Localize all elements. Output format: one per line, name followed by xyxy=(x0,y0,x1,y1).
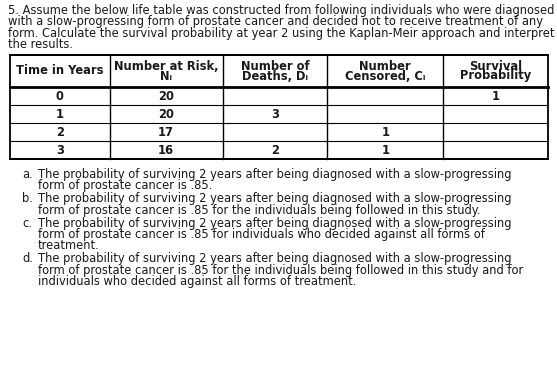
Text: the results.: the results. xyxy=(8,38,73,51)
Text: c.: c. xyxy=(22,217,32,230)
Text: individuals who decided against all forms of treatment.: individuals who decided against all form… xyxy=(38,275,356,288)
Text: 1: 1 xyxy=(56,108,63,121)
Text: form of prostate cancer is .85 for the individuals being followed in this study : form of prostate cancer is .85 for the i… xyxy=(38,263,523,277)
Text: 20: 20 xyxy=(158,90,174,102)
Text: The probability of surviving 2 years after being diagnosed with a slow-progressi: The probability of surviving 2 years aft… xyxy=(38,252,511,265)
Text: Number: Number xyxy=(359,60,411,73)
Text: treatment.: treatment. xyxy=(38,239,100,252)
Text: 3: 3 xyxy=(56,144,63,157)
Text: 1: 1 xyxy=(381,125,389,138)
Text: form of prostate cancer is .85.: form of prostate cancer is .85. xyxy=(38,179,212,192)
Text: form of prostate cancer is .85 for the individuals being followed in this study.: form of prostate cancer is .85 for the i… xyxy=(38,204,481,216)
Text: Censored, Cᵢ: Censored, Cᵢ xyxy=(345,70,426,83)
Text: 1: 1 xyxy=(491,90,500,102)
Text: 0: 0 xyxy=(56,90,63,102)
Text: 3: 3 xyxy=(271,108,279,121)
Bar xyxy=(10,55,548,159)
Text: 1: 1 xyxy=(381,144,389,157)
Text: Number of: Number of xyxy=(241,60,309,73)
Text: with a slow-progressing form of prostate cancer and decided not to receive treat: with a slow-progressing form of prostate… xyxy=(8,16,543,28)
Text: Number at Risk,: Number at Risk, xyxy=(114,60,218,73)
Text: Deaths, Dᵢ: Deaths, Dᵢ xyxy=(242,70,308,83)
Text: b.: b. xyxy=(22,192,33,205)
Text: 20: 20 xyxy=(158,108,174,121)
Text: The probability of surviving 2 years after being diagnosed with a slow-progressi: The probability of surviving 2 years aft… xyxy=(38,168,511,181)
Text: form. Calculate the survival probability at year 2 using the Kaplan-Meir approac: form. Calculate the survival probability… xyxy=(8,27,555,40)
Text: d.: d. xyxy=(22,252,33,265)
Text: 2: 2 xyxy=(56,125,63,138)
Text: 17: 17 xyxy=(158,125,174,138)
Text: Probability: Probability xyxy=(460,70,531,83)
Text: 16: 16 xyxy=(158,144,174,157)
Text: form of prostate cancer is .85 for individuals who decided against all forms of: form of prostate cancer is .85 for indiv… xyxy=(38,228,485,241)
Text: Survival: Survival xyxy=(469,60,522,73)
Text: Nᵢ: Nᵢ xyxy=(160,70,172,83)
Text: a.: a. xyxy=(22,168,33,181)
Text: Time in Years: Time in Years xyxy=(16,64,104,77)
Text: 2: 2 xyxy=(271,144,279,157)
Text: The probability of surviving 2 years after being diagnosed with a slow-progressi: The probability of surviving 2 years aft… xyxy=(38,217,511,230)
Text: 5. Assume the below life table was constructed from following individuals who we: 5. Assume the below life table was const… xyxy=(8,4,554,17)
Text: The probability of surviving 2 years after being diagnosed with a slow-progressi: The probability of surviving 2 years aft… xyxy=(38,192,511,205)
